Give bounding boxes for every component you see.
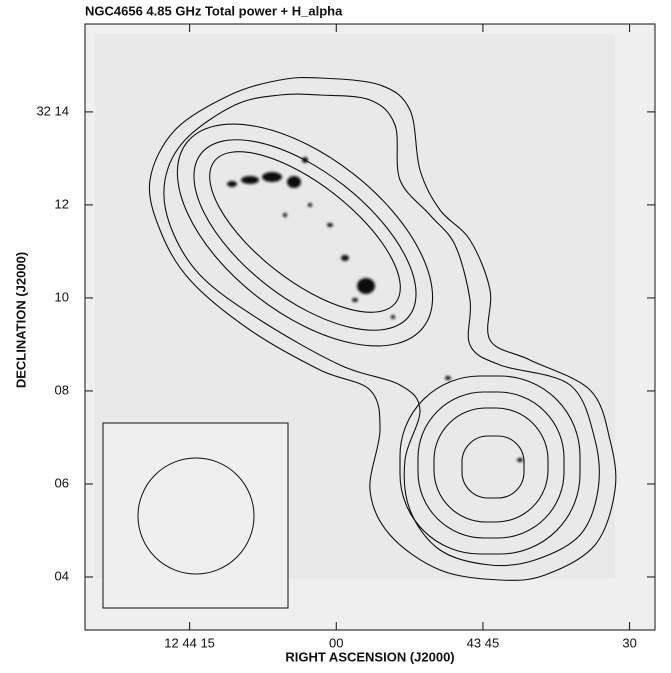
chart: NGC4656 4.85 GHz Total power + H_alpha R… — [0, 0, 671, 668]
x-axis-label: RIGHT ASCENSION (J2000) — [285, 649, 454, 664]
x-tick-label: 00 — [329, 635, 343, 650]
x-tick-label: 12 44 15 — [164, 635, 215, 650]
y-tick-label: 12 — [55, 196, 69, 211]
x-tick-label: 30 — [622, 635, 636, 650]
y-tick-label: 10 — [55, 289, 69, 304]
y-axis-label: DECLINATION (J2000) — [13, 252, 28, 388]
y-tick-label: 06 — [55, 475, 69, 490]
y-tick-label: 08 — [55, 382, 69, 397]
beam-box — [103, 423, 288, 608]
y-tick-label: 04 — [55, 568, 69, 583]
y-tick-label: 32 14 — [36, 103, 69, 118]
x-tick-label: 43 45 — [467, 635, 500, 650]
chart-title: NGC4656 4.85 GHz Total power + H_alpha — [85, 3, 343, 18]
